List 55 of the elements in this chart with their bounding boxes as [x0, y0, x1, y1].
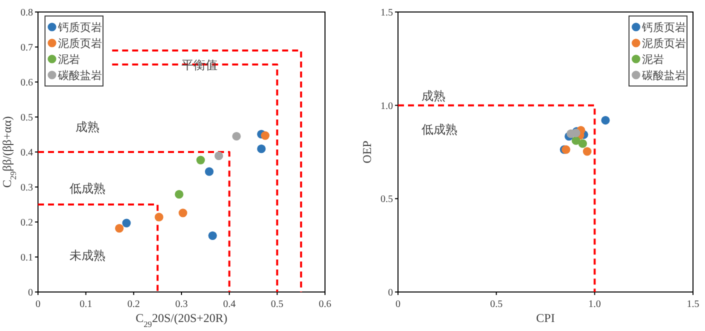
y-tick-label: 1.5 — [380, 8, 393, 18]
point — [232, 132, 241, 141]
x-axis-title: C$_{29}$20S/(20S+20R) — [136, 311, 228, 328]
x-tick-label: 0.5 — [270, 299, 284, 310]
y-tick-label: 0.6 — [20, 78, 33, 88]
point — [214, 152, 224, 160]
y-tick-label: 0 — [28, 288, 33, 298]
annotation: 未成熟 — [70, 248, 106, 263]
point — [154, 212, 164, 222]
point — [208, 231, 217, 240]
legend-label: 泥质页岩 — [58, 37, 102, 50]
legend-label: 钙质页岩 — [57, 21, 102, 34]
x-tick-label: 0.3 — [175, 299, 188, 310]
annotation: 低成熟 — [70, 181, 106, 196]
y-tick-label: 1.0 — [380, 100, 393, 112]
point — [257, 144, 266, 154]
point — [260, 131, 270, 140]
y-tick-label: 0.5 — [380, 194, 393, 206]
y-tick-label: 0.4 — [20, 148, 33, 158]
point — [178, 208, 188, 218]
x-tick-label: 0.1 — [80, 299, 92, 310]
annotation: 低成熟 — [422, 122, 458, 137]
x-tick-label: 1.5 — [686, 299, 700, 310]
point — [601, 116, 610, 125]
legend-label: 泥岩 — [642, 53, 664, 66]
point — [174, 190, 184, 199]
y-tick-label: 0.5 — [20, 112, 33, 124]
annotation: 成熟 — [75, 120, 100, 134]
point — [196, 156, 205, 164]
y-tick-label: 0.2 — [20, 218, 33, 228]
y-tick-label: 0.7 — [20, 42, 33, 54]
legend-label: 碳酸盐岩 — [57, 69, 102, 82]
y-tick-label: 0.3 — [20, 182, 33, 194]
annotation: 成熟 — [422, 89, 446, 103]
y-tick-label: 0.8 — [20, 8, 33, 18]
point — [115, 224, 124, 233]
legend-label: 碳酸盐岩 — [641, 69, 686, 82]
x-tick-label: 0 — [36, 299, 40, 310]
x-tick-label: 0.2 — [127, 299, 140, 310]
point — [122, 218, 131, 228]
x-axis-title: CPI — [536, 311, 555, 325]
x-tick-label: 0 — [396, 299, 400, 310]
x-tick-label: 0.5 — [490, 299, 503, 310]
y-tick-label: 0 — [388, 288, 393, 298]
y-axis-title: OEP — [360, 140, 374, 164]
point — [204, 167, 214, 176]
point — [582, 147, 592, 156]
y-tick-label: 0.1 — [20, 252, 33, 264]
x-tick-label: 0.6 — [318, 299, 332, 310]
legend-label: 泥质页岩 — [642, 37, 686, 50]
point — [578, 139, 587, 148]
legend-label: 泥岩 — [58, 53, 80, 66]
x-tick-label: 1.0 — [588, 299, 601, 310]
x-tick-label: 0.4 — [223, 299, 236, 310]
legend-label: 钙质页岩 — [641, 21, 686, 34]
